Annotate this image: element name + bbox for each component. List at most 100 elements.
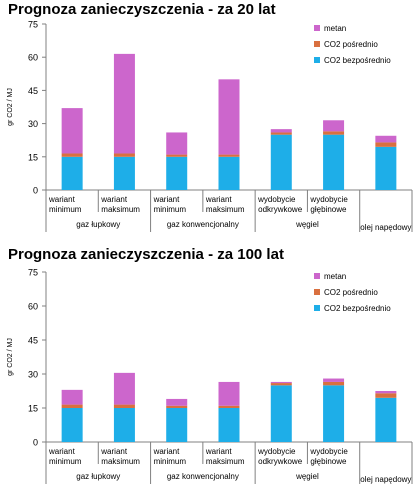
chart-title: Prognoza zanieczyszczenia - za 20 lat: [8, 1, 276, 18]
y-tick-label: 60: [28, 302, 38, 312]
legend-label: CO2 bezpośrednio: [324, 56, 391, 65]
category-label: odkrywkowe: [258, 205, 303, 214]
y-tick-label: 45: [28, 336, 38, 346]
category-label: minimum: [49, 457, 82, 466]
bar-segment: [375, 391, 397, 394]
bar-segment: [270, 129, 292, 133]
bar-segment: [113, 408, 135, 442]
bar-segment: [61, 408, 83, 442]
group-label: gaz łupkowy: [76, 220, 120, 229]
category-label: wariant: [205, 195, 233, 204]
category-label: wariant: [100, 447, 128, 456]
group-label: gaz łupkowy: [76, 472, 120, 481]
bar-segment: [375, 397, 397, 442]
y-tick-label: 75: [28, 268, 38, 278]
bar-segment: [218, 381, 240, 406]
bar-segment: [270, 132, 292, 135]
bar-segment: [323, 134, 345, 190]
category-label: minimum: [49, 205, 82, 214]
category-label: maksimum: [206, 457, 245, 466]
bar-segment: [61, 404, 83, 408]
category-label: wariant: [100, 195, 128, 204]
bar-segment: [61, 108, 83, 154]
bar-segment: [61, 153, 83, 157]
y-tick-label: 15: [28, 152, 38, 162]
bar-segment: [113, 153, 135, 157]
bar-segment: [323, 131, 345, 135]
bar-segment: [323, 381, 345, 386]
legend-label: CO2 pośrednio: [324, 40, 378, 49]
y-tick-label: 30: [28, 119, 38, 129]
category-label: wariant: [153, 195, 181, 204]
legend-label: CO2 pośrednio: [324, 288, 378, 297]
category-label: minimum: [154, 205, 187, 214]
category-label: wariant: [205, 447, 233, 456]
chart-100-years: Prognoza zanieczyszczenia - za 100 lat 0…: [0, 245, 419, 489]
legend-swatch: [314, 289, 320, 295]
bar-segment: [113, 53, 135, 154]
bar-segment: [113, 404, 135, 408]
y-axis-label: gr CO2 / MJ: [7, 338, 14, 376]
group-label: olej napędowy: [360, 475, 411, 484]
bar-segment: [218, 154, 240, 157]
y-tick-label: 60: [28, 53, 38, 63]
category-label: wydobycie: [257, 447, 296, 456]
bar-segment: [113, 372, 135, 405]
y-tick-label: 0: [33, 186, 38, 196]
bar-segment: [166, 154, 188, 157]
category-label: minimum: [154, 457, 187, 466]
category-label: wariant: [48, 195, 76, 204]
bar-segment: [323, 385, 345, 442]
legend-swatch: [314, 57, 320, 63]
category-label: maksimum: [101, 457, 140, 466]
bar-segment: [218, 79, 240, 155]
legend-swatch: [314, 41, 320, 47]
bar-segment: [218, 405, 240, 408]
bar-segment: [375, 393, 397, 398]
group-label: węgiel: [295, 220, 319, 229]
category-label: wariant: [153, 447, 181, 456]
legend-swatch: [314, 305, 320, 311]
bar-segment: [166, 156, 188, 190]
bar-segment: [270, 381, 292, 384]
category-label: maksimum: [206, 205, 245, 214]
bar-segment: [323, 378, 345, 382]
legend-label: metan: [324, 24, 346, 33]
group-label: węgiel: [295, 472, 319, 481]
y-tick-label: 30: [28, 370, 38, 380]
group-label: gaz konwencjonalny: [167, 472, 239, 481]
chart-20-years: Prognoza zanieczyszczenia - za 20 lat 0 1…: [7, 1, 413, 232]
bar-segment: [218, 156, 240, 190]
category-label: głębinowe: [310, 457, 347, 466]
bar-segment: [166, 405, 188, 408]
legend-swatch: [314, 25, 320, 31]
bar-segment: [323, 120, 345, 132]
group-label: olej napędowy: [360, 223, 411, 232]
y-tick-label: 75: [28, 20, 38, 30]
bar-segment: [218, 408, 240, 442]
group-label: gaz konwencjonalny: [167, 220, 239, 229]
category-label: odkrywkowe: [258, 457, 303, 466]
category-label: wydobycie: [257, 195, 296, 204]
bar-segment: [113, 156, 135, 190]
legend-swatch: [314, 273, 320, 279]
bar-segment: [61, 156, 83, 190]
category-label: maksimum: [101, 205, 140, 214]
bar-segment: [375, 135, 397, 143]
bar-segment: [270, 383, 292, 386]
y-axis-label: gr CO2 / MJ: [7, 88, 14, 126]
bar-segment: [166, 398, 188, 406]
y-tick-label: 45: [28, 86, 38, 96]
y-tick-label: 15: [28, 404, 38, 414]
bar-segment: [166, 408, 188, 442]
category-label: wydobycie: [309, 447, 348, 456]
bar-segment: [375, 146, 397, 190]
bar-segment: [270, 134, 292, 190]
category-label: wariant: [48, 447, 76, 456]
category-label: głębinowe: [310, 205, 347, 214]
bar-segment: [61, 389, 83, 405]
bar-segment: [166, 132, 188, 155]
chart-title: Prognoza zanieczyszczenia - za 100 lat: [8, 246, 284, 263]
y-tick-label: 0: [33, 438, 38, 448]
